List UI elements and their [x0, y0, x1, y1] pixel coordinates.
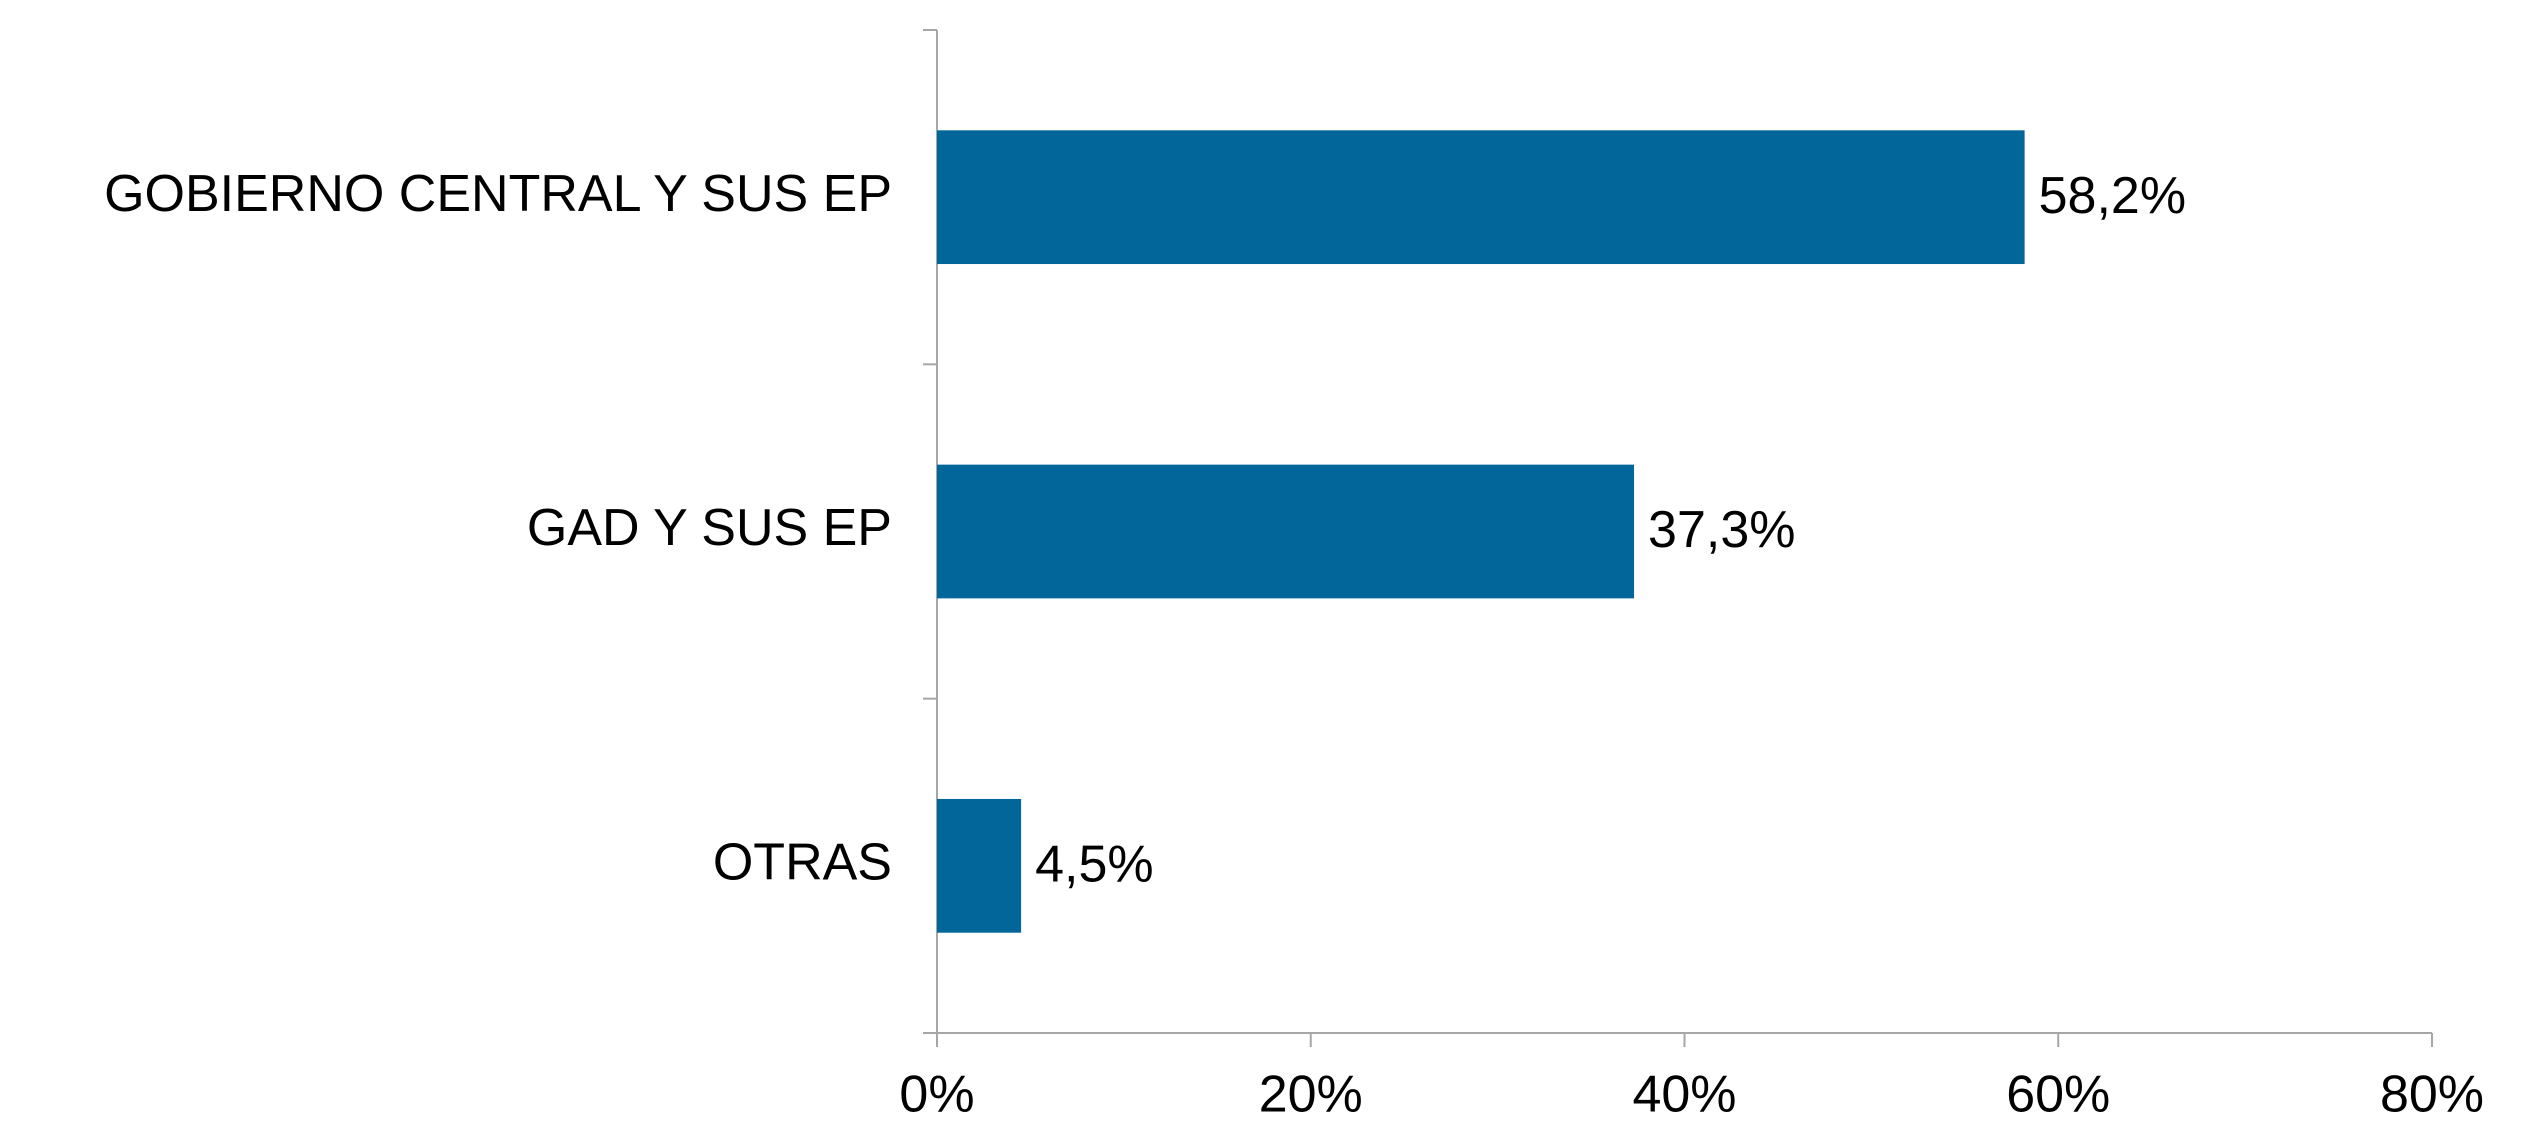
- y-tick-label: GOBIERNO CENTRAL Y SUS EP: [104, 165, 892, 223]
- x-tick-label: 40%: [1632, 1066, 1736, 1124]
- y-tick-label: GAD Y SUS EP: [527, 499, 892, 557]
- x-tick-label: 0%: [899, 1066, 974, 1124]
- bar: [937, 798, 1022, 933]
- x-tick-label: 20%: [1259, 1066, 1363, 1124]
- data-label: 58,2%: [2039, 167, 2186, 225]
- x-tick-label: 60%: [2006, 1066, 2110, 1124]
- x-tick-label: 80%: [2380, 1066, 2484, 1124]
- y-tick-label: OTRAS: [713, 834, 892, 892]
- data-label: 37,3%: [1648, 501, 1795, 559]
- bar: [937, 130, 2025, 265]
- data-label: 4,5%: [1035, 836, 1154, 894]
- bar: [937, 464, 1635, 599]
